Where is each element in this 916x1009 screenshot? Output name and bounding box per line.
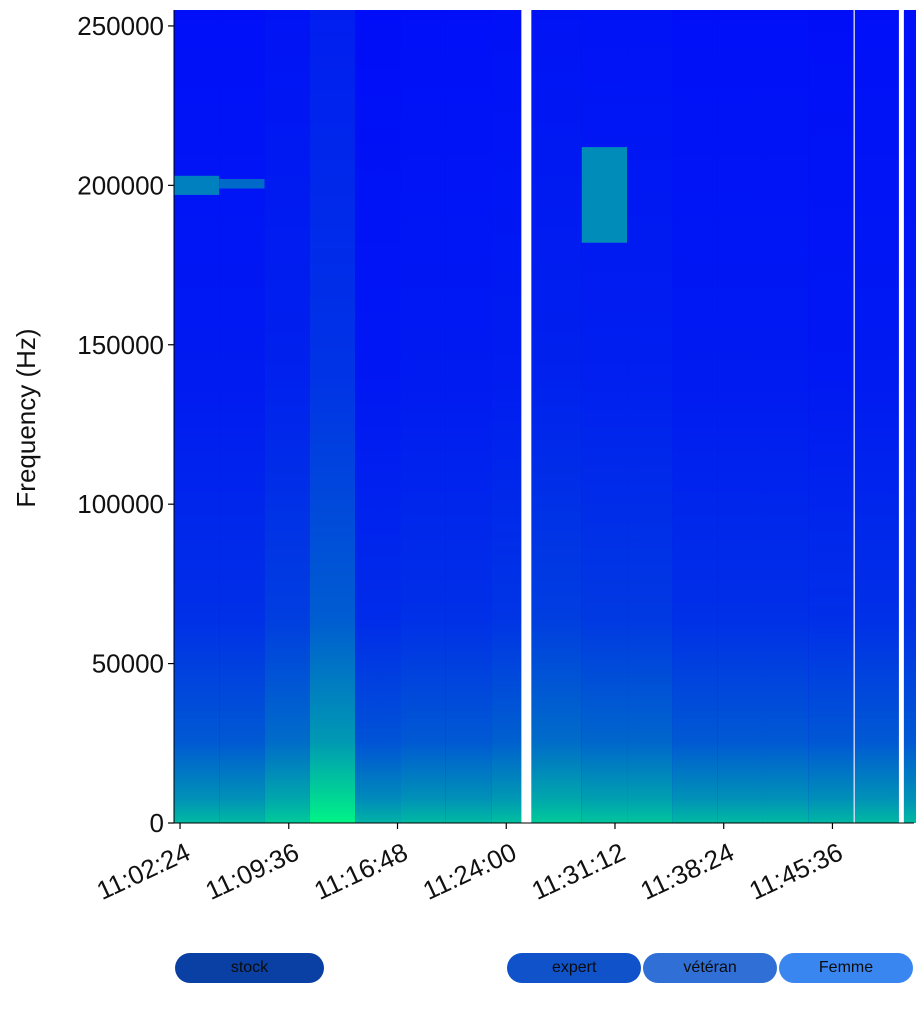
legend-segment-expert: expert [507, 953, 642, 983]
spectrogram-column [762, 10, 809, 823]
legend-segment-stock: stock [175, 953, 325, 983]
x-tick-label: 11:16:48 [310, 837, 413, 906]
gap-column [521, 10, 532, 823]
x-axis: 11:02:24 11:09:36 11:16:48 11:24:00 11:31:12… [92, 822, 914, 906]
gap-column [853, 10, 855, 823]
y-tick-label: 150000 [77, 330, 164, 360]
gap-column [898, 10, 904, 823]
spectrogram-column [355, 10, 401, 823]
spectrogram-column [445, 10, 492, 823]
legend-segment-v-t-ran: vétéran [643, 953, 778, 983]
spectrogram-column [219, 10, 265, 823]
spectrogram-column [627, 10, 673, 823]
spectrogram-band [219, 178, 265, 189]
spectrogram-column [491, 10, 522, 823]
y-axis: 0 50000 100000 150000 200000 250000 [77, 10, 175, 838]
spectrogram-column [717, 10, 763, 823]
x-tick-label: 11:02:24 [92, 837, 195, 906]
spectrogram-column [672, 10, 718, 823]
legend-segment-femme: Femme [779, 953, 913, 983]
plot-area [174, 10, 916, 823]
x-tick-label: 11:45:36 [744, 837, 847, 906]
spectrogram-column [174, 10, 220, 823]
y-tick-label: 200000 [77, 170, 164, 200]
x-tick-label: 11:24:00 [418, 837, 521, 906]
spectrogram-band [581, 147, 628, 243]
spectrogram-column [264, 10, 310, 823]
y-tick-label: 250000 [77, 11, 164, 41]
spectrogram-column [581, 10, 628, 823]
y-axis-label: Frequency (Hz) [11, 328, 41, 507]
x-tick-label: 11:38:24 [636, 837, 739, 906]
spectrogram-column [808, 10, 854, 823]
spectrogram-column [309, 10, 356, 823]
spectrogram-column [531, 10, 582, 823]
x-tick-label: 11:09:36 [201, 837, 304, 906]
spectrogram-column [854, 10, 899, 823]
y-tick-label: 100000 [77, 489, 164, 519]
spectrogram-band [174, 175, 220, 195]
y-tick-label: 0 [150, 808, 164, 838]
spectrogram-column [400, 10, 446, 823]
y-tick-label: 50000 [92, 649, 164, 679]
spectrogram-column [903, 10, 916, 823]
x-tick-label: 11:31:12 [527, 837, 630, 906]
